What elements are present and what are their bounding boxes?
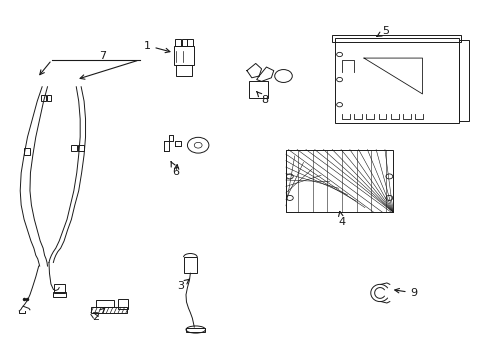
Text: 5: 5 [376,26,388,36]
Bar [118,299,128,309]
Bar [54,284,65,293]
Text: 4: 4 [338,211,345,227]
Bar [285,149,392,212]
Text: 7: 7 [100,51,106,61]
Text: 9: 9 [394,288,417,298]
Text: 3: 3 [177,279,189,291]
Bar [175,39,180,45]
Bar [53,292,66,297]
Text: 8: 8 [256,91,268,105]
Text: 2: 2 [92,308,104,322]
Bar [185,328,205,332]
Bar [458,40,468,121]
Bar [91,307,127,313]
Bar [187,39,192,45]
Bar [183,257,197,273]
Bar [331,36,461,42]
Bar [78,145,83,151]
Text: 1: 1 [143,41,169,53]
Text: 6: 6 [171,162,180,177]
Bar [249,81,267,98]
Bar [175,65,192,76]
Bar [71,145,77,151]
Bar [46,95,51,101]
Bar [173,45,194,65]
Bar [96,300,114,307]
Bar [334,39,458,123]
Bar [181,39,186,45]
Bar [24,148,30,155]
Bar [41,95,45,101]
